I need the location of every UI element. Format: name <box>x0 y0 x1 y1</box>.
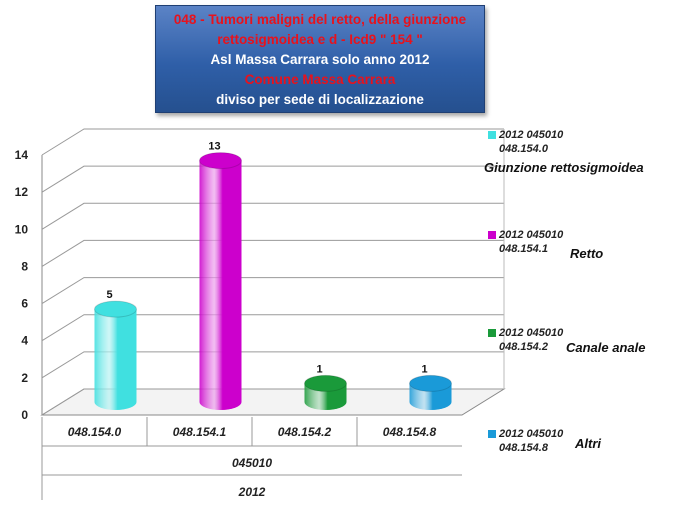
legend-swatch <box>488 131 496 139</box>
legend-series-name: Altri <box>575 436 601 451</box>
y-tick-label: 14 <box>15 148 29 162</box>
bar-top <box>199 152 242 170</box>
title-line-4: Comune Massa Carrara <box>244 72 396 87</box>
legend-swatch <box>488 231 496 239</box>
x-group-label: 2012 <box>238 485 266 499</box>
legend-code-line-1: 2012 045010 <box>499 327 564 339</box>
gridline <box>41 388 504 416</box>
legend-code-line-1: 2012 045010 <box>499 129 564 141</box>
legend-code-line-2: 048.154.2 <box>499 341 548 353</box>
data-label: 1 <box>421 363 427 375</box>
bar-shade <box>199 160 242 410</box>
data-label: 5 <box>106 289 112 301</box>
bar-048.154.1 <box>199 152 242 410</box>
legend-code: 2012 045010 048.154.0 <box>499 128 563 156</box>
legend-series-name: Canale anale <box>566 340 646 355</box>
chart-title-box: 048 - Tumori maligni del retto, della gi… <box>155 5 485 113</box>
x-tick-label: 048.154.8 <box>383 425 437 439</box>
bar-body <box>94 309 137 410</box>
y-tick-label: 10 <box>15 222 29 236</box>
x-tick-label: 048.154.1 <box>173 425 227 439</box>
data-label: 13 <box>208 141 220 153</box>
gridline <box>41 314 504 342</box>
legend-code-line-1: 2012 045010 <box>499 428 564 440</box>
gridline <box>41 202 504 230</box>
bar-048.154.2 <box>304 374 347 410</box>
gridline <box>41 239 504 267</box>
data-label: 1 <box>316 363 322 375</box>
bar-048.154.0 <box>94 300 137 410</box>
back-wall <box>84 129 504 389</box>
legend-code-line-2: 048.154.1 <box>499 243 548 255</box>
bar-top <box>409 374 452 392</box>
legend-series-name: Retto <box>570 246 604 261</box>
title-line-5: diviso per sede di localizzazione <box>216 92 424 107</box>
gridline <box>41 277 504 304</box>
bar-top <box>304 374 347 392</box>
y-tick-label: 0 <box>21 408 28 422</box>
y-tick-label: 8 <box>21 259 28 273</box>
legend-code-line-2: 048.154.0 <box>499 143 548 155</box>
legend-series-name: Giunzione rettosigmoidea <box>484 160 644 175</box>
gridline <box>41 351 504 379</box>
x-tick-label: 048.154.0 <box>68 425 122 439</box>
legend-code: 2012 045010 048.154.2 <box>499 326 563 354</box>
legend-code: 2012 045010 048.154.1 <box>499 228 563 256</box>
title-line-2: rettosigmoidea e d - Icd9 " 154 " <box>217 32 423 47</box>
gridline <box>41 128 504 156</box>
legend-code-line-2: 048.154.8 <box>499 442 548 454</box>
bar-shade <box>94 309 137 410</box>
y-tick-label: 6 <box>21 297 28 311</box>
bar-body <box>199 160 242 410</box>
y-tick-label: 4 <box>21 334 28 348</box>
x-group-label: 045010 <box>232 456 272 470</box>
bar-top <box>94 300 137 318</box>
title-line-1: 048 - Tumori maligni del retto, della gi… <box>173 12 467 27</box>
bar-048.154.8 <box>409 374 452 410</box>
legend-swatch <box>488 430 496 438</box>
gridline <box>41 165 504 193</box>
legend-swatch <box>488 329 496 337</box>
title-line-3: Asl Massa Carrara solo anno 2012 <box>210 52 430 67</box>
legend-code-line-1: 2012 045010 <box>499 229 564 241</box>
x-tick-label: 048.154.2 <box>278 425 332 439</box>
legend-code: 2012 045010 048.154.8 <box>499 427 563 455</box>
y-tick-label: 2 <box>21 371 28 385</box>
y-tick-label: 12 <box>15 185 29 199</box>
